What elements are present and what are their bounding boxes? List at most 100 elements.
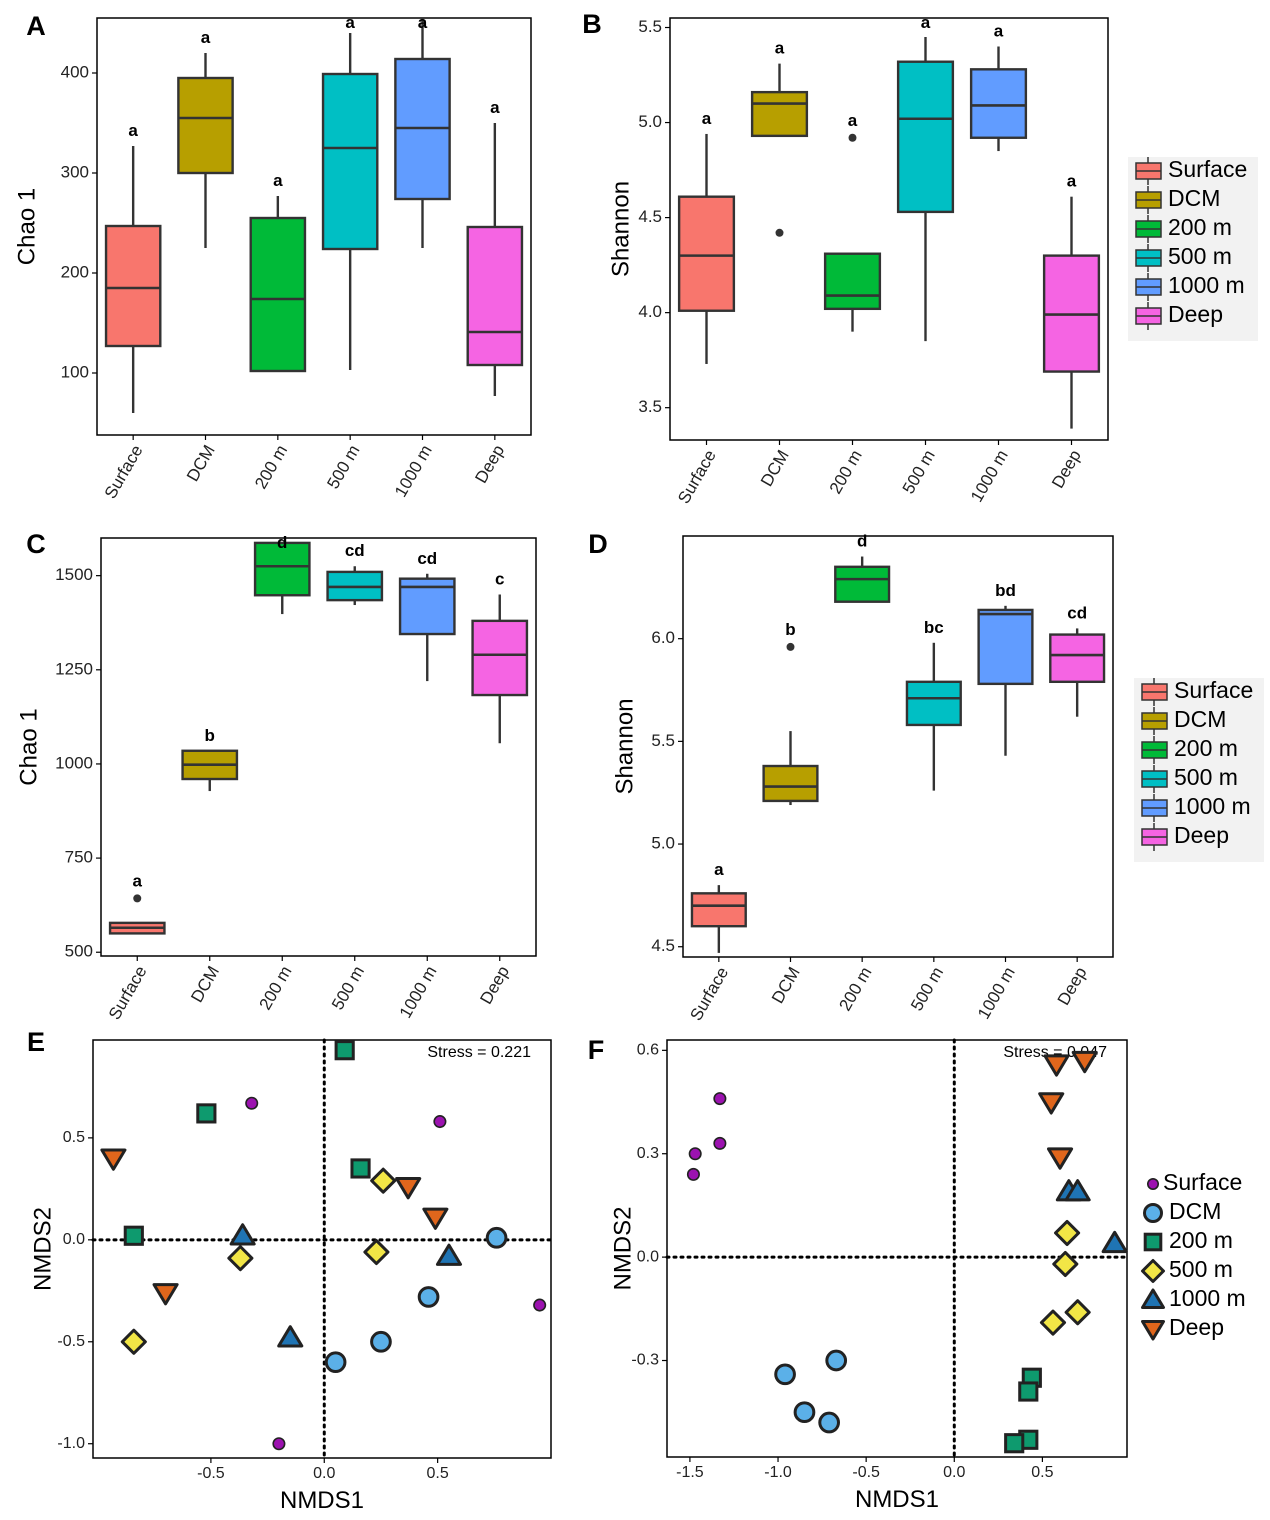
significance-letter: a (418, 13, 428, 32)
series-500-m (120, 1167, 397, 1355)
legend-marker (1143, 1203, 1163, 1223)
legend-item: Deep (1141, 822, 1229, 851)
box-body (762, 764, 819, 803)
x-tick-label: 1000 m (967, 447, 1012, 506)
x-tick-label: Deep (471, 442, 508, 487)
x-tick-label: Deep (476, 963, 513, 1008)
box-dcm: a (750, 39, 809, 237)
x-tick-label: 200 m (835, 964, 875, 1014)
y-axis-label: NMDS2 (609, 1206, 636, 1290)
box-body (1049, 633, 1106, 684)
legend-top: Surface DCM 200 m 500 m 1000 m Deep (1128, 156, 1258, 341)
box-deep: cd (1049, 603, 1106, 717)
legend-label: 1000 m (1174, 793, 1251, 819)
legend-item: Surface (1147, 1169, 1242, 1195)
x-tick-label: DCM (183, 442, 219, 485)
legend-item: 200 m (1141, 735, 1238, 764)
x-tick-label: 500 m (899, 447, 939, 497)
box-body (321, 72, 379, 251)
series-200-m (123, 1040, 371, 1246)
y-tick-label: -0.3 (631, 1352, 659, 1369)
significance-letter: cd (417, 549, 437, 568)
scatter-point (1071, 1050, 1098, 1074)
box-body (249, 216, 307, 373)
box-body (677, 195, 736, 312)
significance-letter: a (133, 871, 143, 890)
legend-label: DCM (1174, 706, 1226, 732)
scatter-point (818, 1411, 840, 1434)
legend-label: 200 m (1169, 1227, 1233, 1253)
y-tick-label: 6.0 (651, 628, 675, 647)
legend-label: Surface (1174, 677, 1253, 703)
significance-letter: d (277, 533, 287, 552)
scatter-point (363, 1239, 390, 1266)
significance-letter: bd (995, 581, 1016, 600)
scatter-point (229, 1223, 256, 1246)
scatter-point (686, 1167, 700, 1181)
scatter-point (152, 1283, 179, 1306)
box-500-m: bc (905, 618, 962, 791)
x-tick-label: Surface (674, 447, 720, 507)
y-tick-label: 5.0 (651, 834, 675, 853)
box-dcm: b (181, 726, 239, 792)
x-tick-label: DCM (187, 963, 223, 1006)
legend-label: Deep (1174, 822, 1229, 848)
x-tick-label: -1.5 (676, 1464, 704, 1481)
scatter-point (1054, 1219, 1081, 1247)
scatter-point (1038, 1092, 1065, 1115)
box-500-m: a (896, 13, 955, 342)
scatter-point (395, 1177, 422, 1200)
x-tick-label: -1.0 (764, 1464, 792, 1481)
legend-marker (1141, 1259, 1165, 1283)
scatter-point (485, 1226, 508, 1249)
significance-letter: a (273, 171, 283, 190)
y-tick-label: 4.0 (638, 302, 662, 321)
x-tick-label: 200 m (826, 447, 866, 497)
scatter-point (334, 1040, 355, 1061)
x-tick-label: Surface (101, 442, 147, 502)
y-tick-label: 0.0 (637, 1248, 659, 1265)
legend-item: 500 m (1141, 1256, 1233, 1283)
plot-frame (682, 535, 1114, 958)
scatter-point (370, 1330, 392, 1353)
y-tick-label: 1500 (55, 565, 93, 584)
x-tick-label: DCM (768, 964, 804, 1007)
box-body (823, 252, 882, 311)
legend-label: 200 m (1168, 214, 1232, 240)
box-body (104, 224, 162, 348)
x-tick-label: 1000 m (396, 963, 441, 1022)
panel-label: E (27, 1027, 45, 1057)
plot-frame (100, 537, 537, 957)
legend-item: Surface (1141, 677, 1253, 706)
legend-item: 200 m (1143, 1227, 1233, 1253)
box-200-m: d (253, 533, 311, 615)
box-surface: a (690, 860, 747, 953)
scatter-point (713, 1136, 727, 1150)
y-tick-label: 5.5 (651, 731, 675, 750)
y-tick-label: 0.3 (637, 1145, 659, 1162)
y-axis-label: Chao 1 (13, 188, 40, 265)
panel-label: B (582, 9, 602, 39)
scatter-point (196, 1103, 217, 1124)
box-1000-m: cd (398, 549, 456, 682)
x-tick-label: 0.0 (943, 1464, 965, 1481)
x-tick-label: 500 m (323, 442, 363, 492)
legend-item: 500 m (1135, 243, 1232, 272)
significance-letter: b (785, 620, 795, 639)
scatter-point (370, 1167, 397, 1194)
scatter-point (533, 1298, 547, 1312)
panel-B: B 3.5 4.0 4.5 5.0 5.5 Shannon Surface DCM 200 m 50… (582, 9, 1109, 507)
stress-label: Stress = 0.221 (427, 1044, 531, 1061)
scatter-point (1046, 1147, 1074, 1170)
y-axis-label: Shannon (611, 698, 638, 794)
box-body (177, 76, 234, 175)
y-axis-label: Chao 1 (15, 708, 42, 785)
scatter-point (1064, 1299, 1091, 1326)
series-1000-m (1055, 1179, 1128, 1254)
x-axis-label: NMDS1 (280, 1487, 364, 1514)
outlier-point (133, 894, 142, 903)
scatter-point (825, 1349, 848, 1372)
legend-item: 200 m (1135, 214, 1232, 243)
box-deep: a (1042, 172, 1101, 429)
